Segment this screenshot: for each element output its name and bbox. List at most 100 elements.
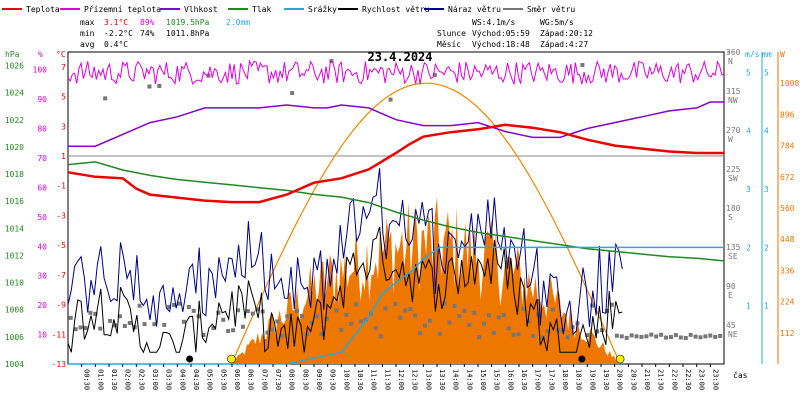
dir-point [373,326,378,331]
dir-point [122,324,127,329]
dir-point [639,334,644,339]
dir-point [319,331,324,336]
dir-point [683,335,688,340]
dir-point [634,334,639,339]
dir-tick-1: 315 [726,87,741,96]
stat-max-temp: 3.1°C [104,18,128,27]
feels-like-line [67,59,725,85]
dir-tick-label-0: N [728,57,733,66]
dir-point [698,335,703,340]
dir-point [413,313,418,318]
dir-point [250,311,255,316]
dir-point [422,323,427,328]
dir-point [644,334,649,339]
dir-point [221,317,226,322]
ws-tick-2: 3 [746,185,751,194]
dir-point [68,315,73,320]
dir-point [211,326,216,331]
axes: 7 5 3 1 -1 -3 -5 -7 -9 -11 -13 100 90 80 70 60 50 40 30 20 1… [5,48,800,369]
dir-point [614,333,619,338]
dir-tick-label-1: NW [728,96,738,105]
x-tick-23: 12:00 [397,369,405,390]
dir-point [708,333,713,338]
solar-tick-0: 1008 [780,79,799,88]
legend-label-1: Přízemní teplota [84,5,161,14]
dir-point [216,310,221,315]
x-tick-31: 16:00 [506,369,514,390]
x-tick-20: 10:30 [356,369,364,390]
x-tick-32: 16:30 [520,369,528,390]
x-tick-24: 12:30 [411,369,419,390]
dir-tick-3: 225 [726,165,741,174]
x-tick-36: 18:30 [575,369,583,390]
dir-point [157,83,162,88]
legend-label-6: Náraz větru [448,5,501,14]
dir-point [265,330,270,335]
rain-tick-0: 5 [764,68,769,77]
dir-point [275,319,280,324]
chart-title: 23.4.2024 [367,50,432,64]
temp-tick-4: -1 [56,182,66,191]
dir-point [437,331,442,336]
x-tick-19: 10:00 [342,369,350,390]
dir-point [280,333,285,338]
x-tick-30: 15:30 [493,369,501,390]
dir-point [98,326,103,331]
temp-tick-2: 3 [61,122,66,131]
sun-label: Slunce [437,29,466,38]
solar-measured-area [231,196,621,364]
x-tick-27: 14:00 [452,369,460,390]
stat-min-hum: 74% [140,29,155,38]
hum-tick-1: 90 [37,95,47,104]
temp-tick-3: 1 [61,152,66,161]
dir-point [452,303,457,308]
hum-tick-8: 20 [37,301,47,310]
wind-gust-info: WG:5m/s [540,18,574,27]
press-tick-3: 1020 [5,143,24,152]
legend-label-2: Vlhkost [184,5,218,14]
stat-avg-temp: 0.4°C [104,40,128,49]
solar-tick-3: 672 [780,173,795,182]
x-tick-8: 04:30 [192,369,200,390]
x-tick-42: 21:30 [657,369,665,390]
dir-point [329,59,334,64]
moonrise-info: Východ:18:48 [472,40,530,49]
legend-label-0: Teplota [26,5,60,14]
dir-point [605,308,610,313]
x-tick-22: 11:30 [383,369,391,390]
dir-point [167,304,172,309]
press-tick-5: 1016 [5,197,24,206]
dir-point [713,334,718,339]
x-tick-34: 17:30 [547,369,555,390]
x-tick-12: 06:30 [247,369,255,390]
rain-tick-3: 2 [764,243,769,252]
dir-point [73,327,78,332]
dir-point [324,316,329,321]
press-tick-6: 1014 [5,224,24,233]
dir-tick-7: 45 [726,321,736,330]
dir-point [619,334,624,339]
stat-max-press: 1019.5hPa [166,18,210,27]
dir-point [398,315,403,320]
hum-tick-2: 80 [37,125,47,134]
moonrise-marker [578,355,586,363]
dir-point [703,334,708,339]
x-tick-0: 00:30 [83,369,91,390]
solar-tick-4: 560 [780,204,795,213]
x-tick-38: 19:30 [602,369,610,390]
hum-tick-0: 100 [33,66,48,75]
x-tick-7: 04:00 [178,369,186,390]
temp-tick-1: 5 [61,93,66,102]
dir-point [152,322,157,327]
sunrise-marker [227,354,236,364]
pressure-line [67,161,725,262]
humidity-line [68,101,724,147]
dir-point [501,313,506,318]
dir-point [147,84,152,89]
solar-unit: W [780,50,785,59]
dir-tick-2: 270 [726,126,741,135]
press-tick-1: 1024 [5,89,24,98]
x-tick-35: 18:00 [561,369,569,390]
press-tick-11: 1004 [5,360,24,369]
astro-info: WS:4.1m/s WG:5m/s Slunce Východ:05:59 Zá… [437,18,593,49]
